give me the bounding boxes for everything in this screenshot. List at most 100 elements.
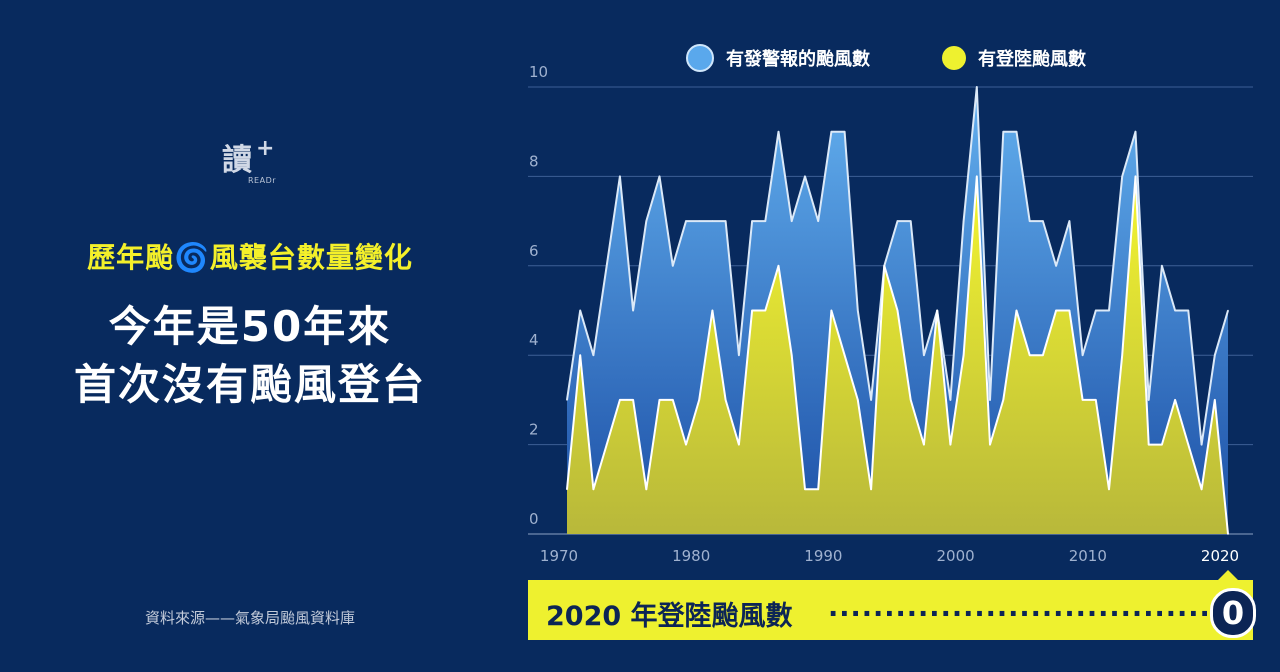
point-1-1981: [711, 309, 714, 312]
point-0-1973: [605, 265, 608, 267]
point-0-1999: [949, 399, 952, 401]
headline-line-1: 今年是50年來: [108, 302, 392, 351]
y-tick-label: 0: [529, 510, 539, 528]
logo-brand: READr: [248, 176, 277, 185]
x-tick-label: 2010: [1069, 547, 1107, 565]
point-0-1980: [698, 220, 700, 222]
point-0-2010: [1095, 309, 1097, 312]
point-1-1992: [857, 399, 859, 401]
point-0-1971: [579, 309, 582, 312]
point-0-1981: [711, 220, 714, 222]
point-1-2017: [1187, 443, 1190, 446]
point-0-2002: [989, 399, 991, 401]
point-0-1991: [843, 130, 846, 133]
chart-legend: 有發警報的颱風數 有登陸颱風數: [0, 44, 1280, 74]
legend-warning: 有發警報的颱風數: [686, 44, 870, 72]
point-1-1993: [870, 488, 872, 491]
point-0-2005: [1028, 220, 1031, 222]
point-0-1982: [724, 220, 727, 222]
point-0-2006: [1042, 220, 1044, 222]
x-tick-label: 1990: [804, 547, 842, 565]
point-1-2015: [1161, 443, 1163, 446]
point-1-1996: [909, 399, 912, 401]
banner-dots: ........................................…: [828, 592, 1208, 623]
banner-pointer: [1218, 570, 1238, 580]
legend-landing-label: 有登陸颱風數: [978, 49, 1086, 70]
point-1-1978: [671, 399, 674, 401]
point-0-2009: [1081, 354, 1084, 357]
point-0-1997: [923, 354, 925, 357]
point-1-2001: [976, 175, 978, 178]
point-0-2008: [1068, 220, 1071, 222]
point-0-2001: [976, 86, 978, 88]
point-0-2004: [1015, 130, 1018, 133]
point-1-2016: [1174, 399, 1176, 401]
summary-banner: 2020 年登陸颱風數 ............................…: [528, 580, 1256, 640]
point-1-2000: [962, 354, 965, 357]
point-1-1994: [883, 265, 886, 267]
point-0-1996: [909, 220, 912, 222]
point-1-2002: [989, 443, 991, 446]
point-0-1978: [671, 265, 674, 267]
chart-subtitle: 歷年颱🌀風襲台數量變化: [87, 241, 413, 274]
point-0-2007: [1055, 265, 1057, 267]
point-0-1975: [632, 309, 634, 312]
point-1-2009: [1081, 399, 1084, 401]
point-0-2017: [1187, 309, 1190, 312]
point-1-2010: [1095, 399, 1097, 401]
point-0-2011: [1108, 309, 1110, 312]
point-0-1989: [817, 220, 819, 222]
point-1-2007: [1055, 309, 1057, 312]
x-tick-label: 2000: [937, 547, 975, 565]
legend-landing: 有登陸颱風數: [942, 44, 1086, 72]
point-0-1995: [896, 220, 899, 222]
point-1-2018: [1200, 488, 1203, 491]
point-0-1984: [751, 220, 753, 222]
point-1-2003: [1002, 399, 1005, 401]
banner-value-badge: 0: [1210, 588, 1256, 638]
readr-logo: 讀 + READr: [222, 136, 282, 194]
point-0-2020: [1227, 309, 1229, 312]
point-1-1997: [923, 443, 925, 446]
x-tick-label: 2020: [1201, 547, 1239, 565]
banner-label: 2020 年登陸颱風數: [546, 601, 793, 632]
point-1-1980: [698, 399, 700, 401]
point-1-2004: [1015, 309, 1018, 312]
point-1-1987: [790, 354, 793, 357]
point-0-2013: [1134, 130, 1137, 133]
point-1-1982: [724, 399, 727, 401]
point-1-2013: [1134, 175, 1137, 178]
headline-line-2: 首次沒有颱風登台: [73, 360, 426, 409]
point-1-1983: [738, 443, 740, 446]
point-0-1977: [658, 175, 661, 178]
y-tick-label: 6: [529, 242, 539, 260]
point-0-2012: [1121, 175, 1124, 178]
point-0-2015: [1161, 265, 1163, 267]
point-1-1971: [579, 354, 582, 357]
point-1-1986: [777, 265, 780, 267]
area-series-1: [567, 176, 1228, 534]
point-1-1990: [830, 309, 833, 312]
point-1-1984: [751, 309, 753, 312]
point-1-1970: [566, 488, 568, 491]
point-0-1992: [857, 309, 859, 312]
point-0-1993: [870, 399, 872, 401]
point-1-1979: [685, 443, 687, 446]
point-1-1985: [764, 309, 767, 312]
point-0-1974: [619, 175, 621, 178]
point-0-2014: [1147, 399, 1150, 401]
point-1-1972: [592, 488, 595, 491]
point-1-2019: [1213, 399, 1216, 401]
point-0-2018: [1200, 443, 1203, 446]
point-1-2008: [1068, 309, 1071, 312]
point-0-1986: [777, 130, 780, 133]
point-0-1976: [645, 220, 648, 222]
point-1-1976: [645, 488, 648, 491]
point-1-2011: [1108, 488, 1110, 491]
point-1-1974: [619, 399, 621, 401]
headline: 今年是50年來 首次沒有颱風登台: [0, 298, 500, 414]
point-1-2006: [1042, 354, 1044, 357]
point-1-2014: [1147, 443, 1150, 446]
point-1-1977: [658, 399, 661, 401]
